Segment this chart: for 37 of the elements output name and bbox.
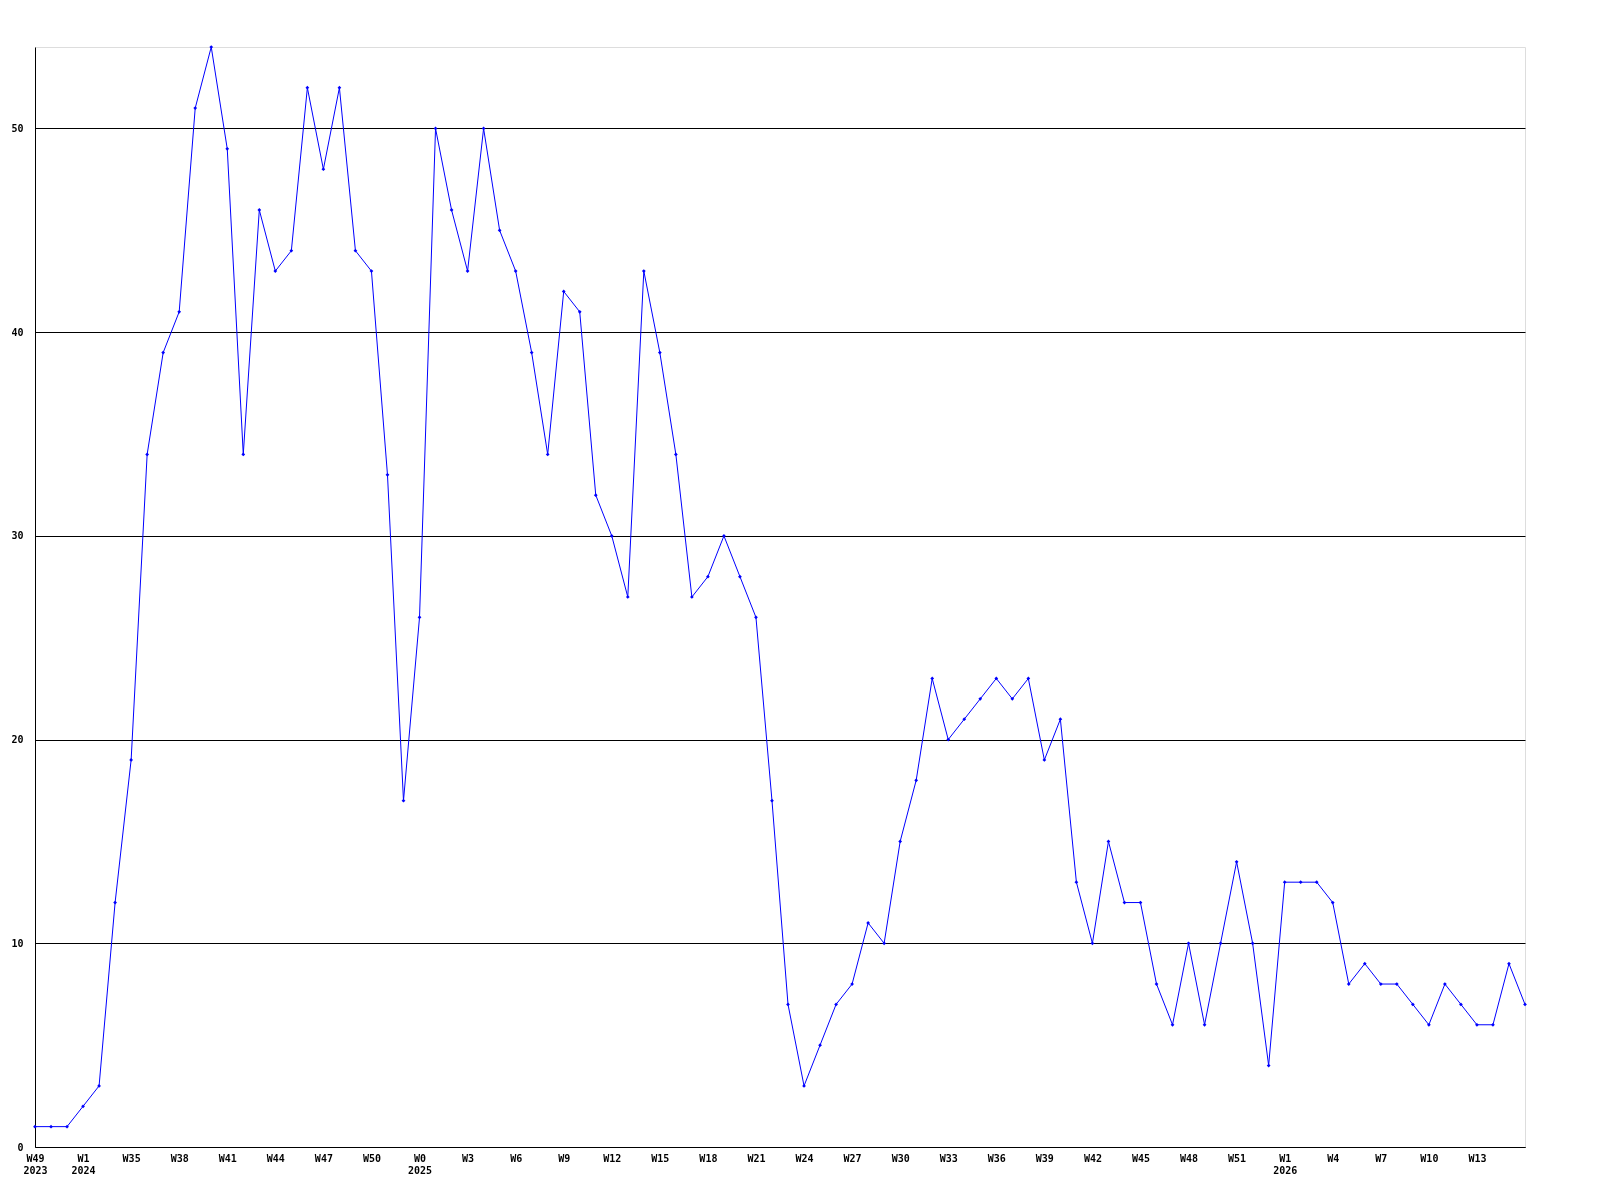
- x-tick-label: W3: [462, 1152, 475, 1164]
- x-tick-label: W35: [122, 1152, 141, 1164]
- y-tick-label: 30: [11, 530, 24, 542]
- y-tick-label: 10: [11, 937, 24, 949]
- x-tick-label: W27: [843, 1152, 862, 1164]
- x-tick-label: W38: [170, 1152, 189, 1164]
- x-tick-label: W10: [1420, 1152, 1439, 1164]
- x-tick-label: W48: [1180, 1152, 1199, 1164]
- y-tick-label: 0: [17, 1141, 24, 1153]
- x-tick-label: W42: [1083, 1152, 1102, 1164]
- x-tick-label: W50: [362, 1152, 381, 1164]
- x-tick-label: W36: [987, 1152, 1006, 1164]
- x-tick-label: W7: [1375, 1152, 1388, 1164]
- x-tick-label: W24: [795, 1152, 814, 1164]
- x-tick-label: W49 2023: [23, 1152, 48, 1176]
- x-tick-label: W1 2026: [1273, 1152, 1298, 1176]
- x-tick-label: W0 2025: [407, 1152, 433, 1176]
- x-tick-label: W41: [218, 1152, 237, 1164]
- x-tick-label: W30: [891, 1152, 910, 1164]
- x-tick-label: W13: [1468, 1152, 1487, 1164]
- x-tick-label: W12: [603, 1152, 622, 1164]
- x-tick-label: W21: [747, 1152, 766, 1164]
- x-tick-label: W15: [651, 1152, 670, 1164]
- x-tick-label: W51: [1228, 1152, 1247, 1164]
- x-tick-label: W18: [699, 1152, 718, 1164]
- x-tick-label: W6: [510, 1152, 523, 1164]
- x-tick-label: W45: [1131, 1152, 1151, 1164]
- x-tick-label: W47: [314, 1152, 333, 1164]
- x-tick-label: W33: [939, 1152, 958, 1164]
- x-tick-label: W39: [1035, 1152, 1054, 1164]
- y-tick-label: 50: [11, 122, 24, 134]
- y-tick-label: 20: [11, 734, 24, 746]
- x-tick-label: W44: [266, 1152, 285, 1164]
- x-tick-label: W9: [558, 1152, 571, 1164]
- x-tick-label: W4: [1327, 1152, 1340, 1164]
- y-tick-label: 40: [11, 326, 24, 338]
- x-tick-label: W1 2024: [71, 1152, 96, 1176]
